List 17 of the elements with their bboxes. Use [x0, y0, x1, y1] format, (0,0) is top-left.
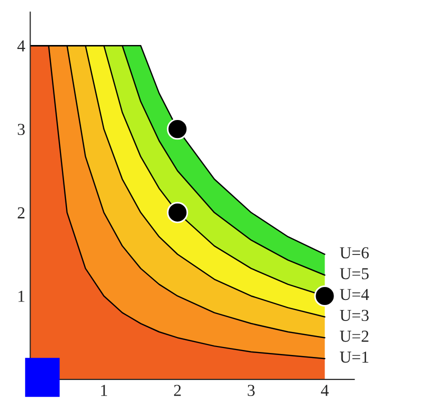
series-label: U=1: [340, 352, 368, 363]
series-label: U=3: [340, 310, 369, 322]
y-tick-label: 4: [17, 40, 26, 52]
point: [166, 202, 188, 224]
x-tick-label: 1: [101, 384, 108, 396]
series-label: U=4: [340, 289, 370, 300]
point: [166, 118, 188, 140]
y-tick-label: 3: [18, 124, 25, 136]
x-tick-label: 4: [320, 384, 329, 396]
x-tick-label: 3: [248, 384, 255, 396]
series-label: U=5: [340, 268, 369, 280]
x-tick-label: 2: [174, 384, 181, 396]
series-label: U=6: [340, 247, 369, 258]
point: [314, 285, 336, 307]
y-tick-label: 1: [18, 290, 24, 302]
y-tick-label: 2: [18, 207, 24, 218]
series-label: U=2: [340, 330, 368, 342]
